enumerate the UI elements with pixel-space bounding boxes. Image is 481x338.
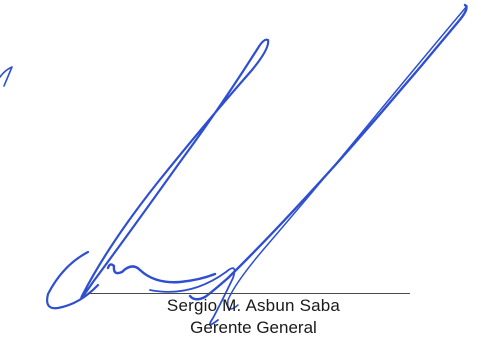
handwritten-signature <box>0 0 481 331</box>
signature-stroke-right-diagonal <box>190 5 466 299</box>
signature-stroke-left-fragment <box>0 67 12 86</box>
signature-stroke-left-loop <box>81 40 268 298</box>
signer-name: Sergio M. Asbun Saba <box>0 296 481 316</box>
signature-stroke-right-return <box>228 6 467 309</box>
signature-block: Sergio M. Asbun Saba Gerente General <box>0 0 481 331</box>
signer-title: Gerente General <box>0 318 481 338</box>
signature-line <box>88 293 410 294</box>
signature-stroke-squiggle <box>108 264 215 282</box>
